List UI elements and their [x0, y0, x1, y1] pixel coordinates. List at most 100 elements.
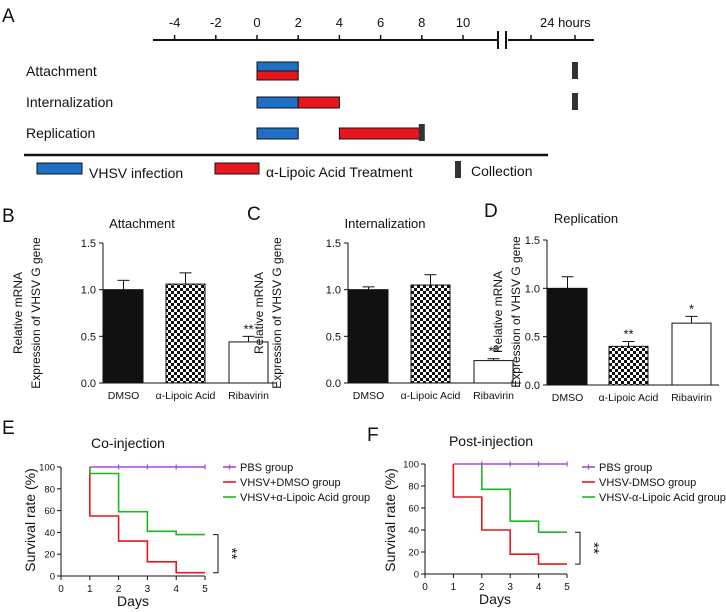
y-tick-label: 20: [44, 550, 55, 561]
collection-marker: [572, 93, 578, 110]
timeline-panel: -4 -2 0 2 4 6 8 10 24 hours Attachment Internaliza…: [24, 15, 594, 181]
x-tick-label: 1: [87, 584, 93, 595]
y-tick-label: 0: [50, 572, 55, 583]
bar-lipoic-acid: [608, 345, 649, 386]
x-tick-label: 1: [451, 582, 457, 593]
y-axis-label: Expression of VHSV G gene: [29, 237, 43, 389]
x-tick-label: 0: [58, 584, 64, 595]
legend-label: VHSV-α-Lipoic Acid group: [599, 492, 726, 504]
legend-treatment-label: α-Lipoic Acid Treatment: [266, 164, 413, 180]
y-tick-label: 1.5: [81, 238, 96, 250]
x-tick-label: Ribavirin: [228, 390, 269, 402]
y-axis-label: Expression of VHSV G gene: [509, 236, 523, 388]
timeline-tick-label: 10: [456, 15, 470, 30]
timeline-tick-label: 2: [295, 15, 302, 30]
legend-label: PBS group: [599, 462, 652, 474]
y-tick-label: 0.5: [525, 332, 540, 344]
bar-chart-attachment: Attachment Relative mRNA Expression of VHS…: [11, 216, 276, 402]
panel-letter-b: B: [2, 206, 15, 227]
y-tick-label: 40: [44, 528, 55, 539]
chart-title: Post-injection: [449, 433, 533, 449]
timeline-tick-label: 4: [336, 15, 343, 30]
y-tick-label: 1.0: [326, 285, 341, 297]
x-tick-label: α-Lipoic Acid: [156, 390, 216, 402]
collection-marker: [418, 124, 425, 141]
bar-ribavirin: [228, 341, 269, 384]
y-tick-label: 0.5: [81, 331, 96, 343]
chart-title: Attachment: [109, 216, 175, 231]
timeline-tick-label: -2: [210, 15, 222, 30]
x-axis-label: Days: [117, 593, 149, 609]
x-tick-label: 5: [202, 584, 208, 595]
chart-title: Internalization: [345, 216, 426, 231]
x-tick-label: DMSO: [353, 390, 385, 402]
x-tick-label: 3: [507, 582, 513, 593]
series-line-vhsv-dmso-group: [452, 464, 567, 565]
timeline-row-internalization: Internalization: [26, 93, 578, 110]
y-tick-label: 60: [44, 506, 55, 517]
y-tick-label: 80: [408, 482, 419, 493]
series-line-vhsv-dmso-group: [89, 467, 205, 574]
legend-label: PBS group: [240, 462, 293, 474]
x-axis-label: Days: [479, 591, 511, 607]
legend-treatment-swatch: [214, 162, 260, 175]
x-tick-label: 0: [422, 582, 428, 593]
legend-collection-swatch: [455, 161, 461, 178]
y-axis-label: Relative mRNA: [252, 272, 266, 354]
timeline-hours-label: 24 hours: [540, 15, 591, 30]
panel-letter-a: A: [2, 6, 15, 27]
x-tick-label: DMSO: [552, 392, 584, 404]
treatment-bar: [256, 70, 299, 81]
panel-letter-d: D: [484, 201, 498, 222]
y-tick-label: 100: [39, 463, 55, 474]
x-tick-label: 2: [479, 582, 485, 593]
infection-bar: [256, 127, 299, 140]
significance-label: **: [488, 344, 498, 359]
y-tick-label: 1.0: [81, 285, 96, 297]
y-tick-label: 0.0: [81, 378, 96, 390]
panel-letter-f: F: [367, 425, 379, 446]
x-tick-label: α-Lipoic Acid: [401, 390, 461, 402]
chart-title: Replication: [554, 211, 618, 226]
timeline-row-label: Internalization: [26, 94, 113, 110]
legend-infection-swatch: [36, 162, 83, 175]
y-tick-label: 1.5: [326, 238, 341, 250]
bar-dmso: [103, 289, 144, 384]
treatment-bar: [338, 127, 423, 140]
y-tick-label: 80: [44, 484, 55, 495]
y-axis-label: Relative mRNA: [491, 271, 505, 353]
timeline-tick-label: 6: [377, 15, 384, 30]
series-line-vhsv-lipoic-acid-group: [480, 464, 567, 534]
legend-collection-label: Collection: [471, 163, 532, 179]
timeline-row-attachment: Attachment: [26, 61, 578, 81]
bar-dmso: [547, 287, 588, 386]
collection-marker: [572, 62, 578, 79]
bar-lipoic-acid: [165, 283, 206, 384]
significance-label: **: [223, 548, 240, 560]
infection-bar: [256, 96, 299, 109]
y-tick-label: 0.5: [326, 331, 341, 343]
x-tick-label: 4: [536, 582, 542, 593]
bar-chart-internalization: Internalization Relative mRNA Expression o…: [252, 216, 521, 402]
y-axis-label: Survival rate (%): [382, 468, 398, 571]
y-tick-label: 100: [403, 460, 419, 471]
legend-infection-label: VHSV infection: [89, 165, 183, 181]
x-tick-label: DMSO: [108, 390, 140, 402]
panel-letter-e: E: [2, 418, 15, 439]
x-tick-label: 2: [116, 584, 122, 595]
timeline-row-replication: Replication: [26, 124, 425, 141]
legend-label: VHSV-DMSO group: [599, 477, 696, 489]
significance-label: **: [623, 327, 633, 342]
y-tick-label: 1.0: [525, 283, 540, 295]
timeline-tick-label: 0: [253, 15, 260, 30]
legend-label: VHSV+α-Lipoic Acid group: [240, 492, 370, 504]
x-tick-label: 3: [145, 584, 151, 595]
significance-label: **: [585, 542, 602, 554]
timeline-row-label: Replication: [26, 125, 95, 141]
series-line-vhsv-lipoic-acid-group: [89, 467, 205, 536]
bar-lipoic-acid: [410, 284, 451, 384]
infection-bar: [256, 61, 299, 72]
significance-bracket: [575, 531, 581, 565]
